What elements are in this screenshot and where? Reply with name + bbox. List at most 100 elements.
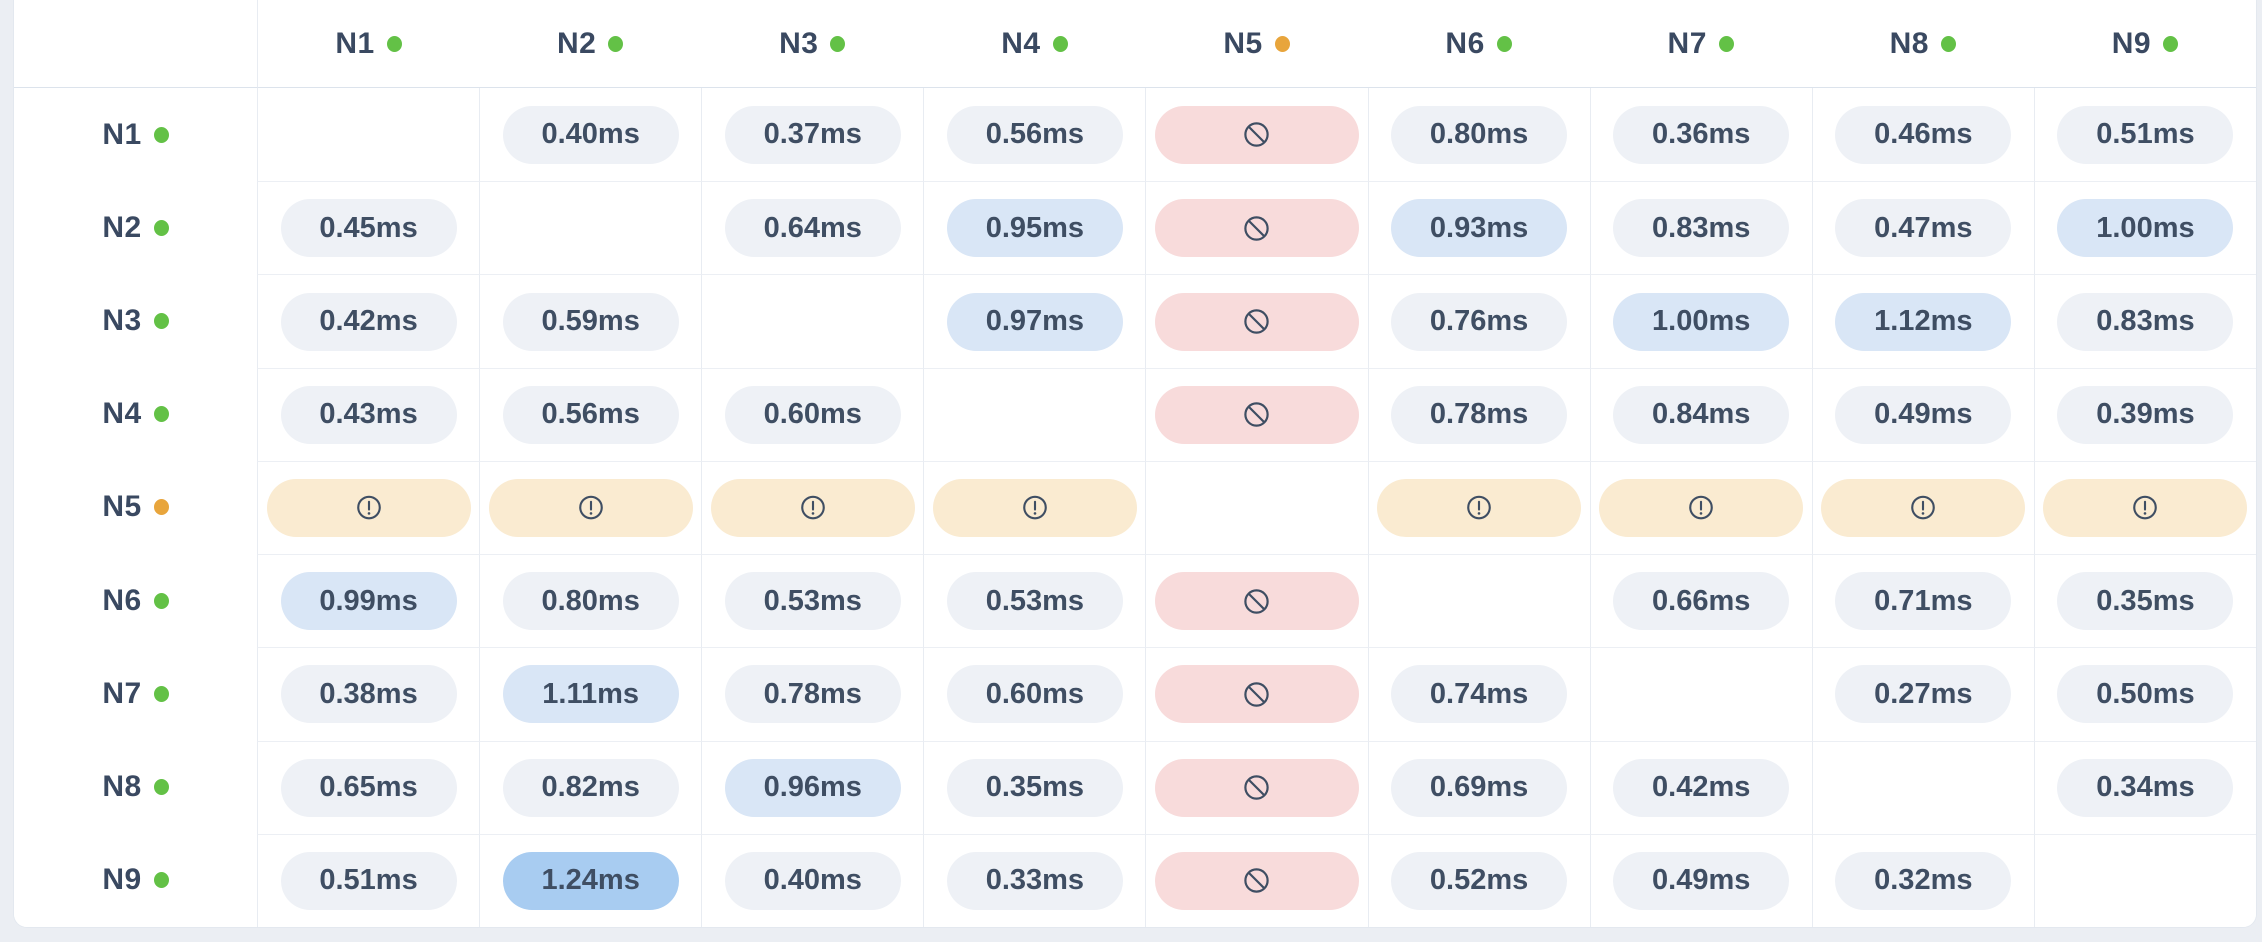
warning-pill[interactable] bbox=[2043, 478, 2248, 537]
latency-value-pill[interactable]: 0.64ms bbox=[724, 199, 901, 258]
warning-pill[interactable] bbox=[266, 478, 471, 537]
cell-n5-to-n4 bbox=[923, 460, 1146, 555]
latency-value-pill[interactable]: 1.00ms bbox=[1613, 292, 1790, 351]
blocked-pill[interactable] bbox=[1154, 385, 1359, 444]
node-label: N9 bbox=[102, 863, 142, 897]
latency-value-pill[interactable]: 0.49ms bbox=[1835, 385, 2012, 444]
node-label: N3 bbox=[779, 26, 819, 60]
latency-value-pill[interactable]: 0.53ms bbox=[724, 572, 901, 631]
cell-n8-to-n8 bbox=[1811, 740, 2034, 834]
latency-value-pill[interactable]: 0.78ms bbox=[1391, 385, 1568, 444]
latency-value-pill[interactable]: 0.59ms bbox=[502, 292, 679, 351]
latency-value-pill[interactable]: 0.95ms bbox=[946, 199, 1123, 258]
latency-value-pill[interactable]: 0.52ms bbox=[1391, 851, 1568, 910]
node-label: N4 bbox=[1001, 26, 1041, 60]
latency-value-pill[interactable]: 0.37ms bbox=[724, 105, 901, 164]
cell-n7-to-n7 bbox=[1589, 647, 1812, 741]
latency-value-pill[interactable]: 1.12ms bbox=[1835, 292, 2012, 351]
latency-value-pill[interactable]: 1.00ms bbox=[2057, 199, 2234, 258]
latency-value-pill[interactable]: 0.32ms bbox=[1835, 851, 2012, 910]
cell-n4-to-n7: 0.84ms bbox=[1589, 367, 1812, 461]
latency-value-pill[interactable]: 0.35ms bbox=[2057, 572, 2234, 631]
cell-n1-to-n7: 0.36ms bbox=[1589, 88, 1812, 182]
cell-n5-to-n8 bbox=[1811, 460, 2034, 555]
latency-value-pill[interactable]: 0.51ms bbox=[280, 851, 457, 910]
latency-value-pill[interactable]: 0.76ms bbox=[1391, 292, 1568, 351]
cell-n1-to-n2: 0.40ms bbox=[479, 88, 702, 182]
latency-value-pill[interactable]: 0.51ms bbox=[2057, 105, 2234, 164]
warning-pill[interactable] bbox=[1599, 478, 1804, 537]
alert-circle-icon bbox=[800, 496, 825, 520]
latency-value-pill[interactable]: 0.96ms bbox=[724, 758, 901, 817]
blocked-pill[interactable] bbox=[1154, 665, 1359, 724]
latency-value-pill[interactable]: 0.42ms bbox=[1613, 758, 1790, 817]
latency-value-pill[interactable]: 0.45ms bbox=[280, 199, 457, 258]
cell-n9-to-n4: 0.33ms bbox=[923, 833, 1146, 927]
latency-value-pill[interactable]: 0.71ms bbox=[1835, 572, 2012, 631]
status-dot-icon bbox=[153, 499, 169, 516]
latency-value-pill[interactable]: 0.84ms bbox=[1613, 385, 1790, 444]
corner-cell bbox=[14, 0, 257, 88]
cell-n8-to-n9: 0.34ms bbox=[2033, 740, 2256, 834]
latency-value-pill[interactable]: 0.43ms bbox=[280, 385, 457, 444]
latency-value-pill[interactable]: 0.80ms bbox=[502, 572, 679, 631]
latency-value-pill[interactable]: 0.97ms bbox=[946, 292, 1123, 351]
blocked-pill[interactable] bbox=[1154, 572, 1359, 631]
latency-value-pill[interactable]: 0.93ms bbox=[1391, 199, 1568, 258]
status-dot-icon bbox=[1941, 35, 1956, 52]
warning-pill[interactable] bbox=[488, 478, 693, 537]
node-label: N1 bbox=[102, 117, 142, 151]
latency-value-pill[interactable]: 1.24ms bbox=[502, 851, 679, 910]
latency-value-pill[interactable]: 0.40ms bbox=[724, 851, 901, 910]
latency-value-pill[interactable]: 0.60ms bbox=[724, 385, 901, 444]
latency-value-pill[interactable]: 0.74ms bbox=[1391, 665, 1568, 724]
warning-pill[interactable] bbox=[1377, 478, 1582, 537]
blocked-pill[interactable] bbox=[1154, 851, 1359, 910]
blocked-pill[interactable] bbox=[1154, 199, 1359, 258]
cell-n6-to-n2: 0.80ms bbox=[479, 554, 702, 648]
latency-value-pill[interactable]: 0.69ms bbox=[1391, 758, 1568, 817]
latency-value-pill[interactable]: 0.56ms bbox=[946, 105, 1123, 164]
status-dot-icon bbox=[153, 126, 169, 143]
latency-value-pill[interactable]: 0.36ms bbox=[1613, 105, 1790, 164]
blocked-pill[interactable] bbox=[1154, 292, 1359, 351]
latency-value-pill[interactable]: 0.53ms bbox=[946, 572, 1123, 631]
latency-value-pill[interactable]: 0.34ms bbox=[2057, 758, 2234, 817]
latency-value-pill[interactable]: 0.56ms bbox=[502, 385, 679, 444]
latency-value-pill[interactable]: 0.60ms bbox=[946, 665, 1123, 724]
latency-value-pill[interactable]: 0.42ms bbox=[280, 292, 457, 351]
latency-value-pill[interactable]: 0.35ms bbox=[946, 758, 1123, 817]
cell-n5-to-n7 bbox=[1589, 460, 1812, 555]
latency-value-pill[interactable]: 0.80ms bbox=[1391, 105, 1568, 164]
latency-value-pill[interactable]: 0.40ms bbox=[502, 105, 679, 164]
latency-value-pill[interactable]: 0.46ms bbox=[1835, 105, 2012, 164]
latency-value-pill[interactable]: 0.27ms bbox=[1835, 665, 2012, 724]
latency-value-pill[interactable]: 0.65ms bbox=[280, 758, 457, 817]
latency-value-pill[interactable]: 0.99ms bbox=[280, 572, 457, 631]
warning-pill[interactable] bbox=[710, 478, 915, 537]
latency-value-pill[interactable]: 0.39ms bbox=[2057, 385, 2234, 444]
latency-value-pill[interactable]: 0.83ms bbox=[1613, 199, 1790, 258]
latency-value-pill[interactable]: 0.82ms bbox=[502, 758, 679, 817]
latency-value-pill[interactable]: 0.49ms bbox=[1613, 851, 1790, 910]
blocked-pill[interactable] bbox=[1154, 758, 1359, 817]
latency-value-pill[interactable]: 0.66ms bbox=[1613, 572, 1790, 631]
warning-pill[interactable] bbox=[932, 478, 1137, 537]
row-header-n1: N1 bbox=[14, 88, 257, 182]
alert-circle-icon bbox=[1467, 496, 1491, 520]
ban-icon bbox=[1244, 589, 1270, 614]
blocked-pill[interactable] bbox=[1154, 105, 1359, 164]
alert-circle-icon bbox=[1689, 496, 1714, 520]
latency-value-pill[interactable]: 0.38ms bbox=[280, 665, 457, 724]
warning-pill[interactable] bbox=[1821, 478, 2026, 537]
latency-value-pill[interactable]: 0.33ms bbox=[946, 851, 1123, 910]
latency-value-pill[interactable]: 0.78ms bbox=[724, 665, 901, 724]
latency-value-pill[interactable]: 1.11ms bbox=[502, 665, 679, 724]
column-header-n4: N4 bbox=[923, 0, 1146, 88]
latency-value-pill[interactable]: 0.50ms bbox=[2057, 665, 2234, 724]
latency-value-pill[interactable]: 0.83ms bbox=[2057, 292, 2234, 351]
column-header-n3: N3 bbox=[701, 0, 924, 88]
cell-n9-to-n7: 0.49ms bbox=[1589, 833, 1812, 927]
node-label: N7 bbox=[1667, 26, 1707, 60]
latency-value-pill[interactable]: 0.47ms bbox=[1835, 199, 2012, 258]
